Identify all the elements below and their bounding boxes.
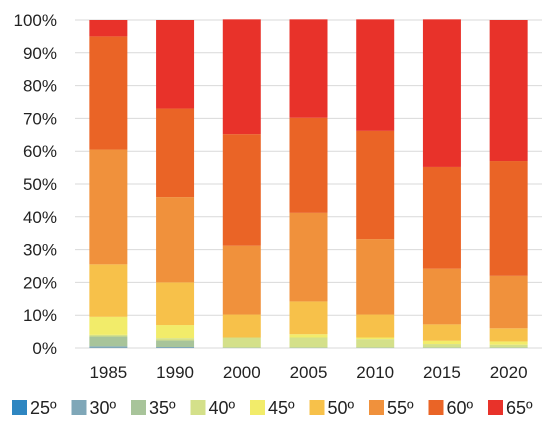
bar-segment xyxy=(289,301,328,335)
y-tick-label: 40% xyxy=(23,208,57,227)
bar-segment xyxy=(489,161,528,276)
bar-segment xyxy=(89,149,128,265)
legend-swatch xyxy=(428,400,444,415)
legend-label: 55º xyxy=(387,398,414,418)
bar-segment xyxy=(222,314,261,338)
bar-segment xyxy=(89,264,128,317)
bar-segment xyxy=(289,334,328,338)
x-tick-label: 1990 xyxy=(156,363,194,382)
legend-swatch xyxy=(12,400,27,415)
x-tick-label: 2015 xyxy=(423,363,461,382)
y-tick-label: 60% xyxy=(23,142,57,161)
bar-segment xyxy=(489,328,528,342)
bar-segment xyxy=(356,337,395,340)
bar-segment xyxy=(222,245,261,315)
bar-segment xyxy=(156,108,195,198)
bar-segment xyxy=(356,239,395,315)
bar-segment xyxy=(356,339,395,348)
bar-segment xyxy=(156,20,195,109)
y-axis: 0% 10% 20% 30% 40% 50% 60% 70% 80% 90% 100% xyxy=(14,11,57,358)
bar-segment xyxy=(489,344,528,348)
legend-label: 40º xyxy=(209,398,236,418)
bar-segment xyxy=(356,347,395,348)
bar-segment xyxy=(356,19,395,131)
legend-swatch xyxy=(190,400,206,415)
bar-segment xyxy=(289,117,328,213)
legend-label: 45º xyxy=(268,398,295,418)
bar-segment xyxy=(222,134,261,246)
legend-swatch xyxy=(250,400,265,415)
y-tick-label: 90% xyxy=(23,44,57,63)
bar-segment xyxy=(89,36,128,150)
legend-swatch xyxy=(488,400,503,415)
bars xyxy=(89,19,528,348)
bar-segment xyxy=(222,347,261,348)
y-tick-label: 100% xyxy=(14,11,57,30)
bar-segment xyxy=(422,268,461,325)
legend-label: 60º xyxy=(447,398,474,418)
legend-swatch xyxy=(369,400,384,415)
legend-label: 50º xyxy=(328,398,355,418)
x-tick-label: 1985 xyxy=(89,363,127,382)
bar-segment xyxy=(89,20,128,37)
bar-segment xyxy=(422,324,461,341)
legend-swatch xyxy=(71,400,87,415)
x-axis: 1985 1990 2000 2005 2010 2015 2020 xyxy=(89,363,527,382)
bar-segment xyxy=(489,347,528,348)
bar-segment xyxy=(422,340,461,345)
y-tick-label: 70% xyxy=(23,109,57,128)
bar-segment xyxy=(89,336,128,347)
bar-segment xyxy=(356,130,395,240)
bar-segment xyxy=(289,347,328,348)
bar-segment xyxy=(489,341,528,345)
bar-segment xyxy=(89,316,128,335)
bar-segment xyxy=(356,314,395,338)
bar-segment xyxy=(156,347,195,348)
x-tick-label: 2010 xyxy=(356,363,394,382)
legend-label: 30º xyxy=(90,398,117,418)
legend-swatch xyxy=(309,400,325,415)
x-tick-label: 2000 xyxy=(223,363,261,382)
bar-segment xyxy=(156,338,195,341)
bar-segment xyxy=(489,275,528,329)
bar-segment xyxy=(156,197,195,283)
bar-segment xyxy=(289,337,328,348)
y-tick-label: 0% xyxy=(32,339,57,358)
bar-segment xyxy=(422,347,461,348)
legend: 25º 30º 35º 40º 45º 50º 55º 60º 65º xyxy=(12,398,533,418)
bar-segment xyxy=(89,346,128,348)
y-tick-label: 20% xyxy=(23,273,57,292)
legend-label: 65º xyxy=(506,398,533,418)
x-tick-label: 2020 xyxy=(490,363,528,382)
x-tick-label: 2005 xyxy=(290,363,328,382)
y-tick-label: 30% xyxy=(23,241,57,260)
y-tick-label: 50% xyxy=(23,175,57,194)
bar-segment xyxy=(156,282,195,326)
y-tick-label: 80% xyxy=(23,77,57,96)
bar-segment xyxy=(156,325,195,339)
legend-label: 35º xyxy=(149,398,176,418)
legend-swatch xyxy=(131,400,146,415)
bar-segment xyxy=(289,19,328,118)
bar-segment xyxy=(156,340,195,348)
bar-segment xyxy=(289,212,328,302)
bar-segment xyxy=(222,337,261,348)
bar-segment xyxy=(422,19,461,167)
bar-segment xyxy=(422,166,461,269)
bar-segment xyxy=(489,20,528,162)
bar-segment xyxy=(89,334,128,337)
y-tick-label: 10% xyxy=(23,306,57,325)
bar-segment xyxy=(422,344,461,348)
bar-segment xyxy=(222,19,261,135)
legend-label: 25º xyxy=(30,398,57,418)
